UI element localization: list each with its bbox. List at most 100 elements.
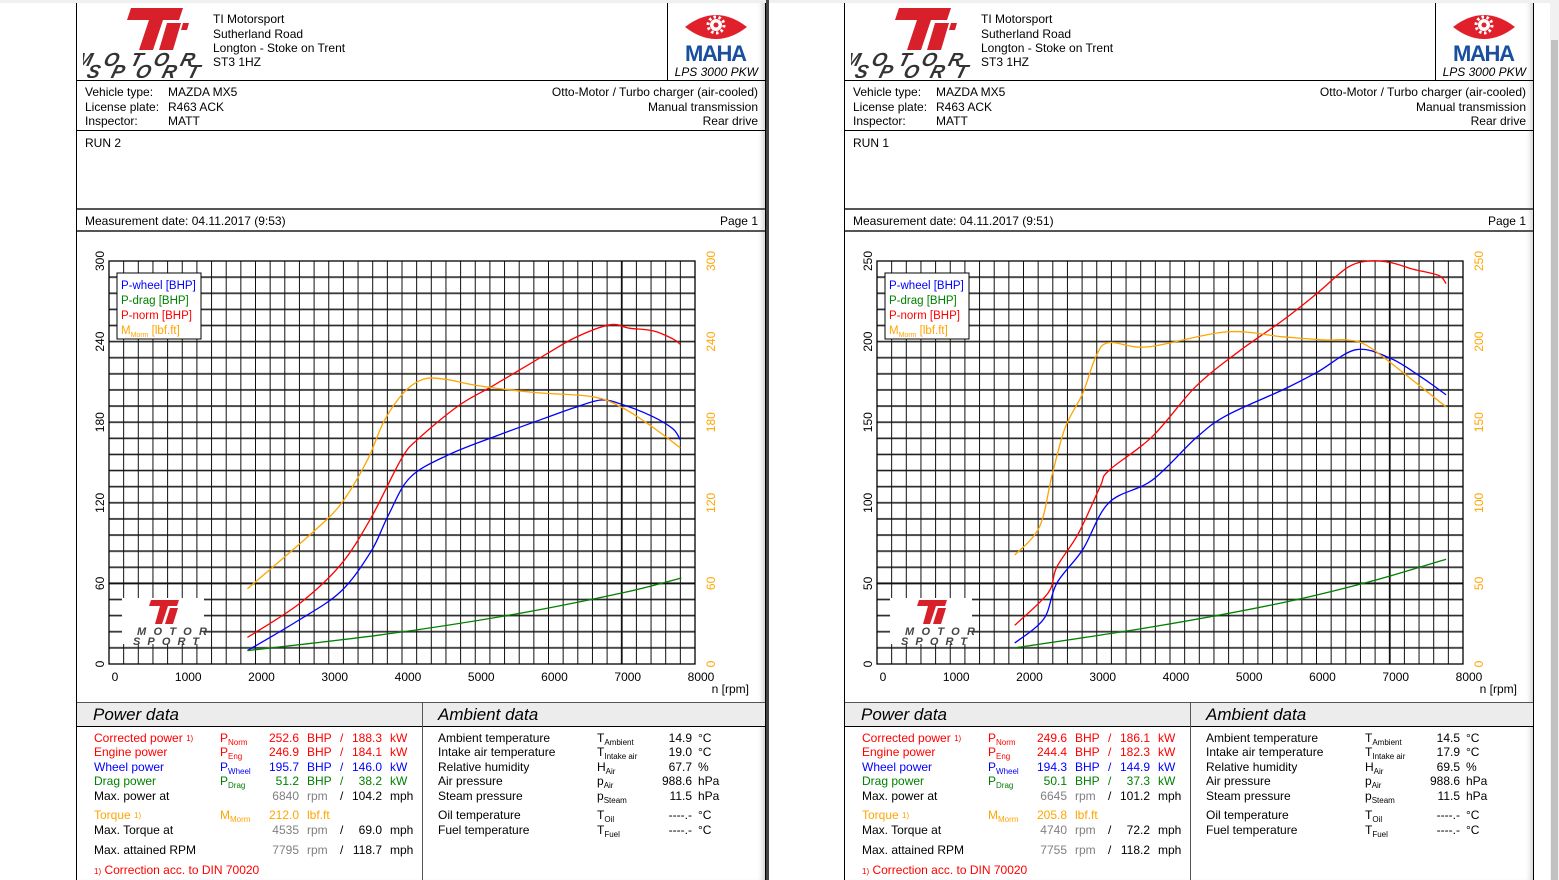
vehicle-field-right: Rear drive [1470,114,1526,128]
ambient-value: ----.- [1436,823,1460,837]
ambient-symbol: TFuel [1365,823,1388,842]
separator: / [340,745,344,759]
symbol-subscript: Steam [1371,796,1395,805]
power-row-symbol: MMorm [988,808,1018,827]
y-tick-label-right: 0 [704,660,718,667]
vehicle-field-value: MATT [936,114,968,128]
page-number: Page 1 [719,214,758,228]
power-unit-2: mph [1158,823,1182,837]
ambient-symbol: TAmbient [1365,731,1402,750]
power-unit-2: kW [1158,731,1176,745]
separator: / [1108,774,1112,788]
maha-logo-text: MAHA [685,41,747,63]
y-tick-label-right: 50 [1472,576,1486,590]
symbol-subscript: Fuel [604,830,620,839]
ambient-symbol: HAir [597,760,615,779]
rule [845,726,1533,727]
power-unit-2: kW [1158,760,1176,774]
ambient-unit: hPa [1466,789,1488,803]
ambient-symbol: pAir [597,774,613,793]
power-row-symbol: PDrag [988,774,1013,793]
symbol-subscript: Eng [228,752,243,761]
ambient-unit: °C [1466,731,1480,745]
symbol: P [220,774,229,788]
company-name: TI Motorsport [981,12,1053,26]
power-unit-2: mph [390,789,414,803]
y-tick-label-left: 100 [861,492,875,512]
footnote-mark: 1) [94,867,102,876]
label-text: Wheel power [94,760,165,774]
separator: / [1108,843,1112,857]
label-text: Max. Torque at [94,823,174,837]
rule [77,130,765,131]
power-value-2: 104.2 [351,789,382,803]
label-text: Max. attained RPM [862,843,965,857]
header-divider [667,3,668,80]
power-row-symbol: PDrag [220,774,245,793]
y-tick-label-left: 120 [93,492,107,512]
ambient-unit: °C [1466,745,1480,759]
watermark-text: MOTOR [905,626,975,638]
symbol-subscript: Fuel [1372,830,1388,839]
symbol: T [1365,731,1373,745]
footnote-text: Correction acc. to DIN 70020 [872,863,1028,877]
separator: / [340,823,344,837]
ambient-row-label: Relative humidity [438,760,530,774]
company-street: Sutherland Road [213,27,304,41]
y-tick-label-left: 50 [861,576,875,590]
vehicle-field-value: R463 ACK [168,99,225,114]
power-unit-1: rpm [1075,789,1096,803]
x-tick-label: 0 [112,670,119,684]
symbol-subscript: Drag [996,781,1014,790]
x-tick-label: 2000 [248,670,275,684]
legend-entry: P-wheel [BHP] [889,280,964,292]
watermark-text: SPORT [133,636,200,648]
power-data-header: Power data [77,703,422,726]
power-row-symbol: PNorm [988,731,1016,750]
power-row-symbol: PWheel [988,760,1019,779]
ambient-unit: °C [1466,808,1480,822]
power-unit-1: BHP [1075,745,1100,759]
y-tick-label-left: 300 [93,251,107,271]
ambient-row-label: Relative humidity [1206,760,1298,774]
power-value-2: 186.1 [1119,731,1150,745]
separator: / [340,760,344,774]
y-tick-label-right: 200 [1472,331,1486,351]
scrollbar-thumb[interactable] [1551,40,1558,880]
vehicle-field-value: MATT [168,114,200,128]
ambient-symbol: pAir [1365,774,1381,793]
power-value-1: 7795 [272,843,299,857]
plot-frame [876,260,1464,665]
watermark-text: MOTOR [137,626,207,638]
vertical-scrollbar[interactable] [1550,0,1559,880]
page-number: Page 1 [1487,214,1526,228]
series-line-p-drag [1014,558,1447,649]
ambient-unit: hPa [698,774,720,788]
symbol: T [1365,808,1373,822]
rule [77,208,765,210]
ambient-value: ----.- [668,823,692,837]
y-tick-label-right: 150 [1472,412,1486,432]
watermark-text: SPORT [901,636,968,648]
vehicle-field-label: Inspector: [85,114,138,128]
power-row-label: Max. Torque at [94,823,173,837]
power-row-label: Max. attained RPM [862,843,964,857]
power-value-2: 38.2 [358,774,382,788]
ambient-unit: °C [698,745,712,759]
company-name: TI Motorsport [213,12,285,26]
symbol-subscript: Air [1373,767,1384,776]
power-unit-1: BHP [307,745,332,759]
symbol-subscript: Drag [228,781,246,790]
series-line-torque [247,377,681,590]
y-tick-label-right: 60 [704,576,718,590]
ambient-row-label: Fuel temperature [1206,823,1298,837]
legend-entry: P-norm [BHP] [889,310,960,322]
ambient-symbol: TIntake air [1365,745,1405,764]
symbol: M [220,808,230,822]
ambient-value: 11.5 [669,789,692,803]
power-unit-2: mph [390,843,414,857]
power-value-1: 50.1 [1043,774,1067,788]
ambient-row-label: Steam pressure [1206,789,1291,803]
ambient-unit: °C [1466,823,1480,837]
